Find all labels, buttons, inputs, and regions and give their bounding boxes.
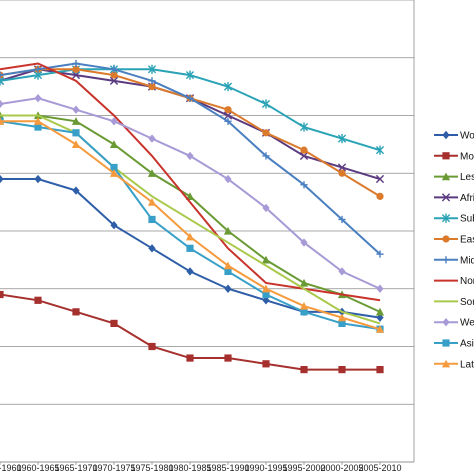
data-point [224,354,231,361]
data-point [442,152,449,159]
data-point [376,366,383,373]
data-point [262,129,269,136]
data-point [442,235,449,242]
data-point [442,339,449,346]
data-point [262,360,269,367]
legend-label: Subs [460,214,474,225]
data-point [186,354,193,361]
data-point [186,245,193,252]
legend-label: Nor [460,276,474,287]
legend-label: Les [460,172,474,183]
data-point [376,193,383,200]
data-point [300,366,307,373]
data-point [224,106,231,113]
legend-label: East [460,235,474,246]
data-point [72,308,79,315]
data-point [148,216,155,223]
data-point [338,170,345,177]
data-point [300,147,307,154]
data-point [110,320,117,327]
legend-label: Mor [460,151,474,162]
data-point [34,297,41,304]
data-point [148,343,155,350]
legend-label: Wor [460,131,474,142]
data-point [338,366,345,373]
legend-label: Mid [460,255,474,266]
legend-label: Asia [460,339,474,350]
legend-label: Wes [460,318,474,329]
data-point [0,291,4,298]
legend-label: Sou [460,297,474,308]
legend-label: Lati [460,359,474,370]
data-point [72,129,79,136]
legend-label: Afri [460,193,474,204]
